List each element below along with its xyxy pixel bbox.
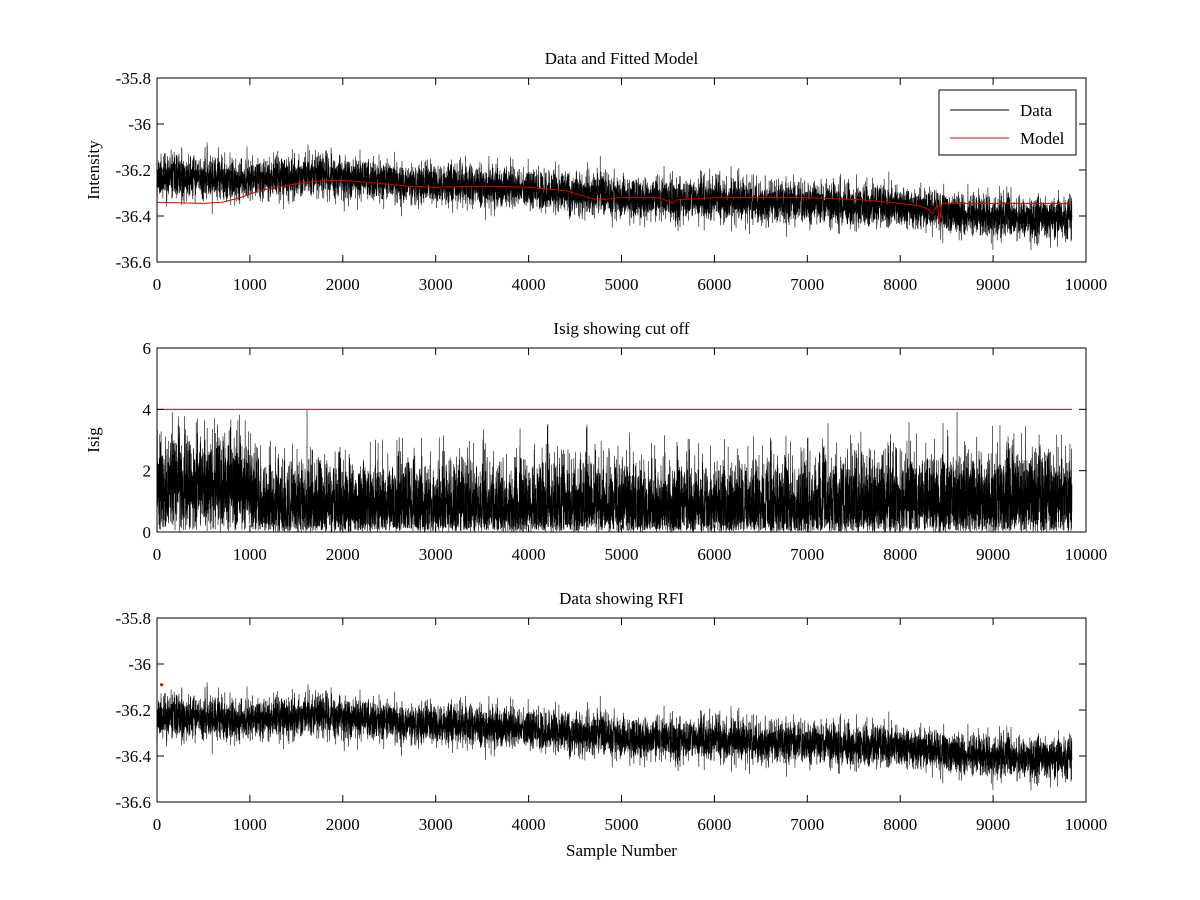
series-rfi-point [160, 683, 164, 687]
x-tick-label: 6000 [697, 815, 731, 834]
series-isig [157, 409, 1073, 532]
subplots: 0 1000 2000 3000 4000 5000 6000 7000 8000 9000 100… [84, 49, 1107, 860]
series-data [157, 682, 1073, 791]
y-tick-label: -36.4 [116, 207, 152, 226]
x-tick-label: 7000 [790, 545, 824, 564]
legend: Data Model [938, 89, 1077, 156]
y-tick-label: -36 [128, 115, 151, 134]
x-tick-label: 2000 [326, 275, 360, 294]
legend-box [938, 89, 1077, 156]
series-group [157, 682, 1073, 791]
x-tick-label: 2000 [326, 545, 360, 564]
x-tick-label: 8000 [883, 275, 917, 294]
series-model [157, 179, 1073, 223]
y-tick-label: -36.6 [116, 253, 151, 272]
y-tick-label: 4 [143, 400, 152, 419]
x-tick-label: 10000 [1065, 815, 1108, 834]
x-tick-label: 9000 [976, 545, 1010, 564]
x-tick-label: 1000 [233, 545, 267, 564]
x-tick-label: 3000 [419, 545, 453, 564]
y-tick-label: -36.2 [116, 701, 151, 720]
y-tick-label: -36.4 [116, 747, 152, 766]
subplot-2: 0 1000 2000 3000 4000 5000 6000 7000 8000 9000 100… [84, 319, 1107, 564]
x-tick-label: 2000 [326, 815, 360, 834]
x-tick-label: 3000 [419, 815, 453, 834]
x-tick-label: 10000 [1065, 545, 1108, 564]
x-tick-label: 8000 [883, 545, 917, 564]
y-tick-label: -36 [128, 655, 151, 674]
x-tick-label: 0 [153, 545, 162, 564]
x-tick-label: 5000 [605, 815, 639, 834]
x-tick-label: 5000 [605, 275, 639, 294]
x-tick-label: 1000 [233, 275, 267, 294]
x-tick-label: 4000 [512, 815, 546, 834]
chart-title: Data and Fitted Model [545, 49, 699, 68]
series-group [157, 142, 1073, 251]
chart-title: Isig showing cut off [553, 319, 689, 338]
subplot-1: 0 1000 2000 3000 4000 5000 6000 7000 8000 9000 100… [84, 49, 1107, 294]
y-tick-label: 0 [143, 523, 152, 542]
y-tick-label: 2 [143, 462, 152, 481]
x-tick-label: 0 [153, 815, 162, 834]
y-axis-label: Intensity [84, 140, 103, 200]
x-tick-label: 8000 [883, 815, 917, 834]
legend-label-data: Data [1020, 101, 1053, 120]
x-tick-label: 4000 [512, 545, 546, 564]
y-tick-label: -36.6 [116, 793, 151, 812]
y-tick-label: -36.2 [116, 161, 151, 180]
x-tick-label: 7000 [790, 815, 824, 834]
x-tick-label: 10000 [1065, 275, 1108, 294]
x-tick-label: 1000 [233, 815, 267, 834]
x-tick-label: 9000 [976, 815, 1010, 834]
x-tick-label: 5000 [605, 545, 639, 564]
subplot-3: 0 1000 2000 3000 4000 5000 6000 7000 8000 9000 100… [116, 589, 1108, 860]
y-tick-label: -35.8 [116, 609, 151, 628]
x-tick-label: 4000 [512, 275, 546, 294]
y-tick-label: -35.8 [116, 69, 151, 88]
y-tick-label: 6 [143, 339, 152, 358]
x-tick-label: 3000 [419, 275, 453, 294]
x-tick-label: 7000 [790, 275, 824, 294]
series-group [157, 408, 1073, 532]
x-tick-label: 6000 [697, 545, 731, 564]
x-tick-label: 0 [153, 275, 162, 294]
y-axis-label: Isig [84, 427, 103, 453]
legend-label-model: Model [1020, 129, 1065, 148]
x-axis-label: Sample Number [566, 841, 677, 860]
chart-title: Data showing RFI [559, 589, 684, 608]
series-data [157, 142, 1073, 251]
x-tick-label: 6000 [697, 275, 731, 294]
x-tick-label: 9000 [976, 275, 1010, 294]
